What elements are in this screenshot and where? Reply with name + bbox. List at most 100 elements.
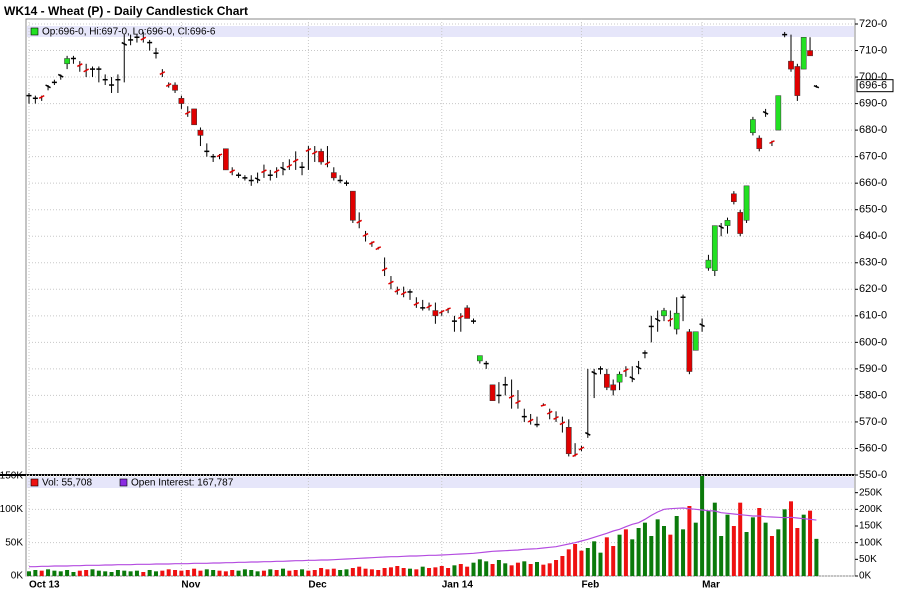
volume-bar [109,572,114,576]
volume-bar [395,566,400,576]
volume-bar [236,570,241,576]
candle-body [527,418,534,423]
y-tick-label: 560-0 [859,442,887,454]
volume-bar [255,571,260,576]
volume-bar [808,510,813,576]
volume-bar [496,560,501,576]
volume-bar [96,570,101,576]
volume-bar [122,570,127,576]
volume-bar [287,570,292,576]
x-tick-label: Mar [702,580,720,591]
volume-bar [579,550,584,576]
volume-bar [58,571,63,576]
volume-bar [115,570,120,576]
candle-body [515,400,521,405]
x-tick-label: Oct 13 [29,580,60,591]
legend-swatch [30,27,39,36]
volume-bar [649,536,654,576]
volume-bar [547,563,552,576]
volume-bar [160,570,165,576]
candle-body [76,63,83,68]
volume-bar [681,529,686,576]
volume-bar [39,570,44,576]
candle-body [381,267,388,272]
y-tick-label: 610-0 [859,310,887,322]
volume-bar [814,538,819,576]
candle-body [756,137,763,149]
legend-price: Op:696-0, Hi:697-0, Lo:696-0, Cl:696-6 [42,27,216,38]
volume-bar [757,508,762,576]
volume-bar [554,560,559,576]
candle-body [426,304,432,309]
candle-body [464,307,470,319]
volume-bar [77,570,82,576]
volume-bar [795,528,800,576]
candle-body [356,219,363,224]
candle-body [369,240,375,245]
volume-bar [331,568,336,576]
candle-body [584,431,591,436]
volume-bar [490,564,495,576]
candle-body [565,426,572,455]
candle-body [667,317,674,322]
oi-tick-label: 250K [859,487,883,498]
volume-bar [268,569,273,576]
volume-bar [382,568,387,576]
candle-body [559,421,566,426]
candle-body [610,384,617,391]
candle-body [286,163,293,168]
y-tick-label: 680-0 [859,124,887,136]
candle-body [718,224,725,229]
volume-bar [725,514,730,576]
candle-body [654,317,661,322]
volume-tick-label: 150K [0,471,23,482]
candle-body [699,323,705,328]
volume-bar [573,544,578,576]
candle-body [788,60,794,70]
y-tick-label: 720-0 [859,18,887,30]
candle-body [83,68,90,73]
volume-bar [687,506,692,576]
volume-bar [408,568,412,576]
volume-bar [357,566,362,576]
volume-bar [560,556,565,576]
volume-bar [217,570,222,576]
volume-bar [750,517,755,576]
volume-bar [477,559,482,576]
legend-band [27,477,854,488]
volume-bar [249,570,254,576]
volume-bar [700,476,705,576]
candle-body [737,212,744,234]
chart-title: WK14 - Wheat (P) - Daily Candlestick Cha… [4,4,248,18]
candle-body [477,355,483,362]
volume-bar [528,564,533,576]
volume-bar [465,566,470,576]
volume-bar [300,569,305,576]
y-tick-label: 690-0 [859,97,887,109]
candle-body [38,94,45,99]
oi-tick-label: 0K [859,571,872,582]
volume-bar [128,571,133,576]
candle-body [604,373,610,388]
last-price-box [856,79,894,93]
candle-body [762,110,769,115]
volume-bar [427,568,432,576]
candle-body [546,410,553,415]
volume-bar [134,570,139,576]
volume-bar [566,549,571,576]
volume-bar [642,522,647,576]
candle-body [64,58,70,65]
volume-bar [230,570,235,576]
candle-body [711,225,718,271]
volume-bar [141,572,146,576]
volume-bar [319,568,324,576]
candle-body [223,148,229,171]
volume-bar [173,570,178,576]
volume-bar [509,565,514,576]
candle-body [254,177,261,182]
volume-bar [223,571,228,576]
legend-oi: Open Interest: 167,787 [131,478,234,489]
volume-bar [433,567,438,576]
volume-bar [789,501,793,576]
candle-body [743,185,750,221]
